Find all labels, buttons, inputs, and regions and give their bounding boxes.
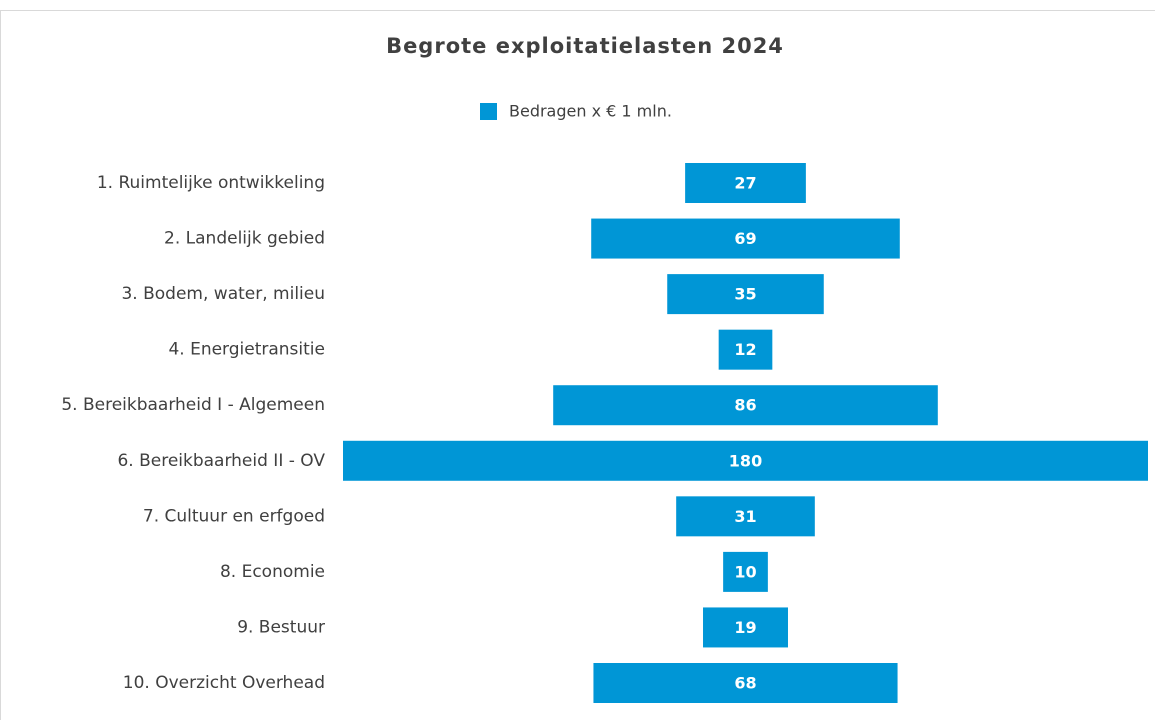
category-label: 8. Economie	[220, 562, 325, 582]
bar	[591, 218, 900, 259]
legend-label: Bedragen x € 1 mln.	[509, 102, 672, 121]
data-label: 69	[734, 229, 756, 248]
category-label: 3. Bodem, water, milieu	[121, 284, 325, 304]
chart-title: Begrote exploitatielasten 2024	[386, 34, 784, 58]
data-label: 31	[734, 507, 756, 526]
category-label: 7. Cultuur en erfgoed	[143, 506, 325, 526]
data-label: 86	[734, 396, 756, 415]
data-label: 68	[734, 674, 756, 693]
category-label: 6. Bereikbaarheid II - OV	[117, 451, 325, 471]
category-label: 10. Overzicht Overhead	[123, 673, 325, 693]
category-label: 1. Ruimtelijke ontwikkeling	[97, 173, 325, 193]
bar	[703, 607, 788, 648]
category-label: 4. Energietransitie	[168, 340, 325, 360]
bar	[685, 163, 806, 203]
bar	[593, 663, 898, 703]
category-label: 2. Landelijk gebied	[164, 229, 325, 249]
bar	[676, 496, 815, 537]
data-label: 180	[729, 451, 762, 470]
bar	[667, 274, 824, 315]
legend-swatch	[480, 103, 497, 120]
data-label: 12	[734, 340, 756, 359]
category-label: 5. Bereikbaarheid I - Algemeen	[61, 395, 325, 415]
bar	[553, 385, 938, 426]
bar	[343, 440, 1148, 481]
bar	[723, 551, 768, 592]
data-label: 27	[734, 174, 756, 193]
chart-border	[0, 10, 1155, 720]
bar	[718, 329, 773, 370]
data-label: 35	[734, 285, 756, 304]
data-label: 10	[734, 562, 756, 581]
category-label: 9. Bestuur	[237, 617, 325, 637]
data-label: 19	[734, 618, 756, 637]
